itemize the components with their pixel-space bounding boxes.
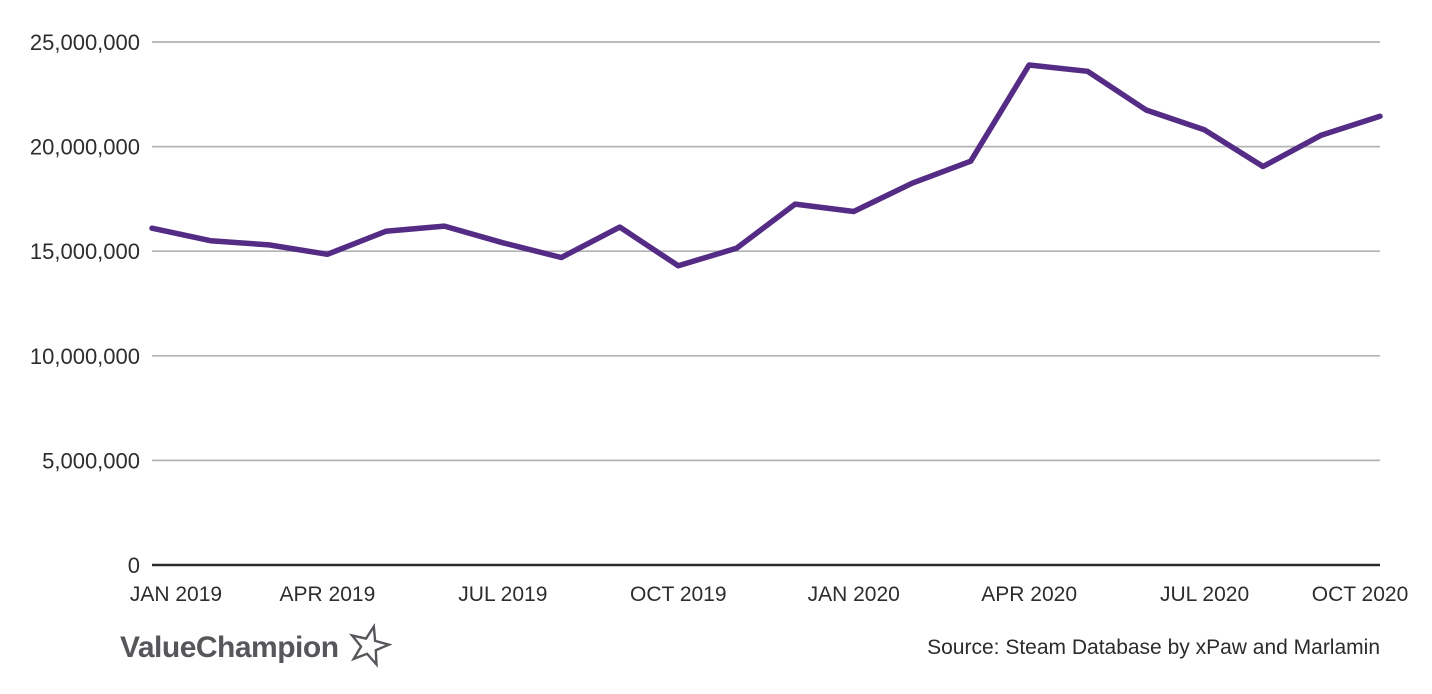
y-axis-tick-label: 15,000,000 [30, 239, 140, 264]
x-axis-tick-label: OCT 2020 [1312, 583, 1409, 606]
y-axis-tick-label: 5,000,000 [42, 448, 140, 473]
star-outline-icon [348, 623, 392, 668]
source-attribution: Source: Steam Database by xPaw and Marla… [927, 636, 1380, 659]
y-axis-tick-label: 10,000,000 [30, 344, 140, 369]
x-axis-tick-label: JUL 2020 [1160, 583, 1249, 606]
x-axis-tick-label: OCT 2019 [630, 583, 727, 606]
y-axis-tick-label: 0 [128, 553, 140, 578]
valuechampion-logo: ValueChampion [120, 623, 392, 670]
x-axis-tick-label: JAN 2019 [130, 583, 222, 606]
x-axis-tick-label: APR 2020 [981, 583, 1077, 606]
chart-footer: ValueChampion Source: Steam Database by … [0, 614, 1432, 694]
chart-area: 0 5,000,000 10,000,000 15,000,000 20,000,000… [30, 30, 1409, 606]
x-axis-tick-label: JUL 2019 [458, 583, 547, 606]
x-axis-tick-label: JAN 2020 [808, 583, 900, 606]
x-axis-tick-label: APR 2019 [280, 583, 376, 606]
y-axis-tick-label: 25,000,000 [30, 30, 140, 55]
logo-text: ValueChampion [120, 631, 339, 664]
data-line-series [149, 62, 1383, 269]
y-axis-tick-label: 20,000,000 [30, 135, 140, 160]
line-chart-svg: 0 5,000,000 10,000,000 15,000,000 20,000,000… [30, 30, 1409, 606]
